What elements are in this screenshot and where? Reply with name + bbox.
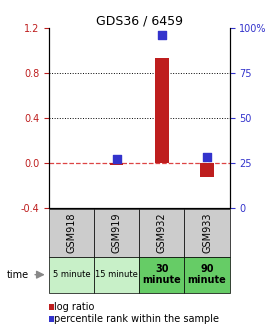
Text: 5 minute: 5 minute [53, 270, 90, 279]
Point [205, 155, 209, 160]
Bar [110, 163, 123, 165]
Text: 90
minute: 90 minute [188, 264, 227, 285]
Text: log ratio: log ratio [54, 302, 95, 312]
Text: GSM933: GSM933 [202, 213, 212, 253]
Bar [200, 163, 214, 177]
Text: GSM918: GSM918 [67, 213, 76, 253]
Text: GSM932: GSM932 [157, 213, 167, 253]
Text: time: time [7, 270, 29, 280]
Point [115, 156, 119, 162]
Bar [155, 58, 169, 163]
Text: GSM919: GSM919 [112, 213, 122, 253]
Text: 30
minute: 30 minute [143, 264, 181, 285]
Text: GDS36 / 6459: GDS36 / 6459 [97, 15, 183, 28]
Text: 15 minute: 15 minute [95, 270, 138, 279]
Text: percentile rank within the sample: percentile rank within the sample [54, 314, 219, 324]
Point [160, 32, 164, 38]
